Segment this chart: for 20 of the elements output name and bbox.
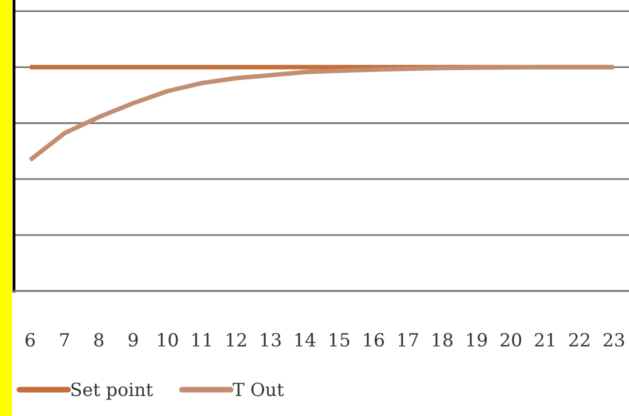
x-tick-label: 19 [467, 332, 487, 347]
x-tick-label: 10 [158, 332, 178, 347]
legend-label: Set point [71, 382, 153, 400]
x-tick-label: 23 [604, 332, 624, 347]
x-tick-label: 12 [226, 332, 246, 346]
x-tick-label: 20 [500, 332, 522, 347]
x-tick-label: 21 [534, 332, 554, 346]
x-tick-label: 17 [398, 332, 418, 346]
x-tick-label: 9 [128, 332, 138, 347]
x-tick-label: 11 [192, 332, 211, 346]
x-tick-label: 18 [432, 332, 452, 347]
x-tick-label: 13 [261, 332, 281, 347]
x-tick-label: 22 [569, 332, 590, 346]
x-tick-label: 8 [94, 332, 104, 347]
x-tick-label: 6 [26, 332, 35, 347]
legend-label: T Out [232, 382, 284, 396]
x-tick-label: 14 [296, 332, 316, 346]
x-tick-label: 16 [364, 332, 384, 347]
x-tick-label: 7 [60, 333, 69, 346]
x-tick-label: 15 [330, 332, 350, 347]
